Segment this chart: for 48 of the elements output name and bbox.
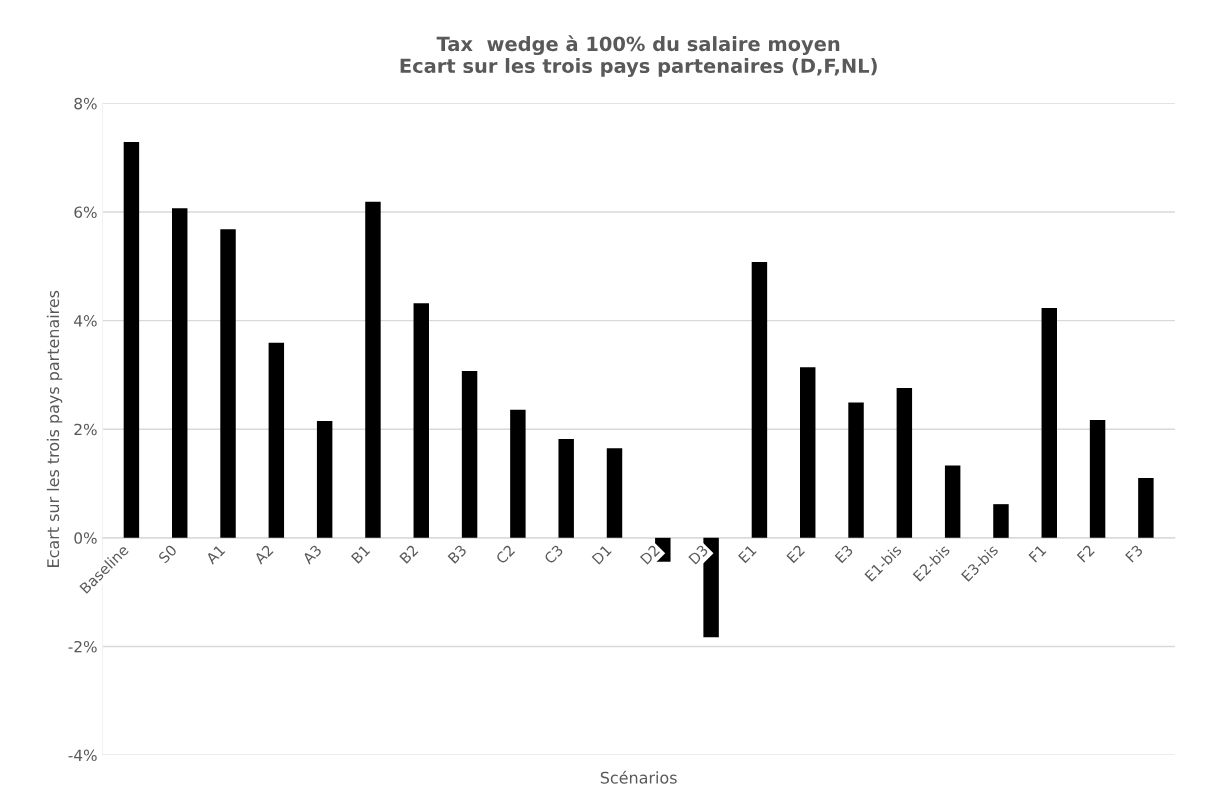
y-tick-label: 2%: [74, 423, 97, 436]
y-axis-title: Ecart sur les trois pays partenaires: [46, 290, 63, 567]
x-tick-label: C3: [543, 544, 564, 565]
bar: [800, 367, 816, 538]
x-tick-label: F3: [1124, 544, 1144, 563]
x-tick-label: B3: [447, 544, 468, 564]
x-tick-label: D2: [639, 544, 660, 565]
bar: [413, 303, 429, 538]
bar: [1041, 308, 1057, 538]
bar: [993, 504, 1009, 538]
x-tick-label: A3: [301, 544, 323, 565]
bar: [171, 208, 188, 538]
y-tick-label: 4%: [74, 315, 97, 327]
bar: [848, 402, 864, 538]
y-tick-label: 0%: [74, 532, 97, 544]
x-tick-label: E3: [834, 544, 854, 564]
x-tick-label: A2: [253, 544, 274, 565]
x-axis-title: Scénarios: [600, 770, 677, 784]
bar: [944, 465, 961, 538]
bar: [268, 342, 285, 538]
bar: [365, 201, 381, 538]
bar: [751, 261, 768, 538]
bar: [510, 409, 526, 538]
x-tick-label: D3: [688, 544, 709, 565]
x-tick-label: E2: [786, 544, 805, 564]
x-tick-label: B1: [350, 544, 371, 564]
bar: [220, 229, 236, 538]
x-tick-label: A1: [205, 544, 226, 565]
bar: [606, 448, 623, 538]
x-tick-label: F1: [1028, 544, 1047, 563]
x-tick-label: S0: [157, 544, 178, 564]
bar: [896, 387, 913, 538]
bar: [123, 141, 140, 538]
y-tick-label: 8%: [74, 97, 97, 110]
x-tick-label: B2: [399, 544, 419, 564]
chart-title: Tax wedge à 100% du salaire moyen Ecart sur les trois pays partenaires (D,F,NL): [400, 35, 877, 77]
x-tick-label: E1: [738, 544, 757, 564]
bar: [558, 438, 574, 538]
y-tick-label: -4%: [68, 749, 97, 762]
x-tick-label: F2: [1076, 544, 1095, 563]
x-tick-label: D1: [591, 544, 612, 565]
bar: [1138, 478, 1154, 538]
x-tick-label: C2: [495, 544, 516, 565]
bar: [461, 371, 478, 538]
bar: [316, 421, 333, 538]
y-tick-label: 6%: [74, 206, 97, 218]
y-tick-label: -2%: [68, 640, 97, 653]
bar: [1089, 419, 1106, 538]
